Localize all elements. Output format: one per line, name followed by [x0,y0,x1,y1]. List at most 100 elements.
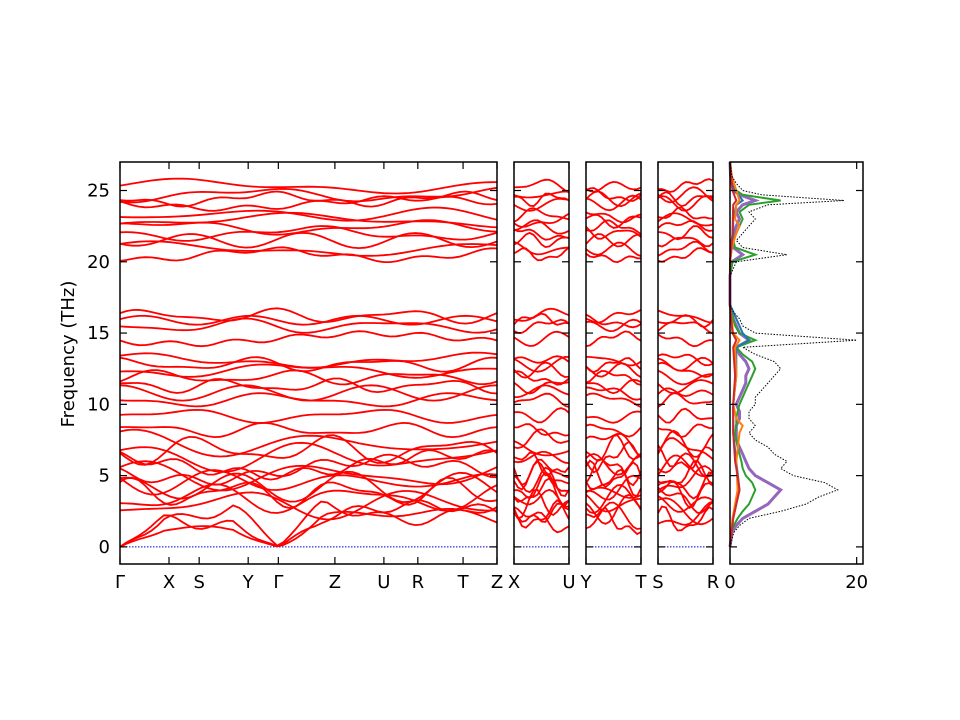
phonon-band-line [119,240,498,257]
high-symmetry-point-label: Y [580,572,593,593]
phonon-band-line [585,313,642,329]
phonon-band-line [657,353,714,367]
phonon-band-line [513,197,570,212]
phonon-band-line [657,212,714,227]
phonon-band-line [657,429,714,458]
dos-panel: 0 20 [724,161,868,593]
phonon-band-line [119,195,498,212]
phonon-band-line [119,356,498,373]
panel-frame [119,161,498,565]
phonon-band-line [119,428,498,458]
phonon-band-line [585,309,642,324]
phonon-band-line [513,361,570,379]
y-tick-label: 20 [87,252,110,273]
phonon-band-line [119,470,498,504]
phonon-band-line [514,471,570,500]
phonon-band-line [119,206,498,222]
phonon-band-line [513,192,570,208]
phonon-band-line [585,410,642,424]
phonon-band-line [657,387,714,398]
y-axis-label: Frequency (THz) [58,281,79,428]
phonon-band-line [585,484,642,515]
phonon-band-line [119,225,498,242]
phonon-band-line [585,357,642,374]
phonon-band-line [513,207,570,223]
panel-frame [657,161,714,565]
high-symmetry-point-label: S [193,572,204,593]
phonon-band-line [657,225,714,241]
phonon-band-line [119,384,498,402]
phonon-band-line [119,449,498,481]
phonon-band-line [585,180,642,193]
partial-dos-curve [728,161,784,548]
phonon-band-line [657,452,714,478]
total-dos-curve [729,161,857,548]
phonon-band-line [585,252,642,264]
phonon-band-line [513,228,570,241]
phonon-band-line [585,458,642,487]
y-tick-label: 0 [99,537,110,558]
high-symmetry-point-label: Γ [273,572,283,593]
phonon-band-line [657,240,714,257]
high-symmetry-point-label: X [508,572,520,593]
phonon-band-line [119,330,498,348]
phonon-band-line [657,178,714,193]
phonon-band-line [657,194,714,212]
panel-frame [585,161,642,565]
phonon-band-line [657,191,714,208]
phonon-band-line [119,483,498,514]
phonon-band-line [657,459,714,485]
phonon-band-line [513,312,570,326]
phonon-band-line [657,495,714,513]
phonon-band-line [585,233,642,248]
high-symmetry-point-label: T [635,572,648,593]
partial-dos-curve [729,161,741,548]
phonon-band-line [119,499,498,548]
phonon-band-line [119,453,498,486]
phonon-band-line [513,458,570,486]
phonon-band-line [119,351,498,369]
phonon-band-line [513,246,570,262]
high-symmetry-point-label: Y [242,572,255,593]
phonon-band-line [119,190,498,208]
phonon-band-line [513,489,570,520]
phonon-band-line [657,497,714,526]
phonon-band-line [120,219,498,236]
phonon-band-line [119,490,498,521]
phonon-band-line [513,477,570,507]
y-tick-label: 5 [99,466,110,487]
phonon-band-line [513,178,570,194]
phonon-band-line [119,434,498,466]
phonon-band-line [657,236,714,248]
phonon-band-line [585,356,642,367]
phonon-band-line [119,246,498,263]
phonon-band-line [513,428,570,450]
phonon-band-line [585,194,642,212]
high-symmetry-point-label: S [652,572,663,593]
phonon-band-line [119,211,498,229]
phonon-band-line [119,307,498,325]
high-symmetry-point-label: U [562,572,575,593]
phonon-band-line [513,355,570,364]
phonon-band-line [513,451,570,477]
high-symmetry-point-label: Z [329,572,341,593]
high-symmetry-point-label: R [707,572,720,593]
phonon-band-line [657,423,714,438]
phonon-band-line [513,240,570,256]
phonon-band-line [657,505,714,532]
phonon-band-line [513,318,570,334]
phonon-band-line [657,369,714,386]
high-symmetry-point-label: U [377,572,390,593]
phonon-band-line [119,500,498,548]
phonon-band-line [513,212,570,228]
phonon-band-line [585,432,642,458]
phonon-band-line [585,226,642,240]
phonon-band-line [585,474,642,501]
phonon-band-line [119,186,498,204]
phonon-band-line [585,392,642,408]
phonon-band-line [119,408,498,424]
y-tick-label: 15 [87,323,110,344]
